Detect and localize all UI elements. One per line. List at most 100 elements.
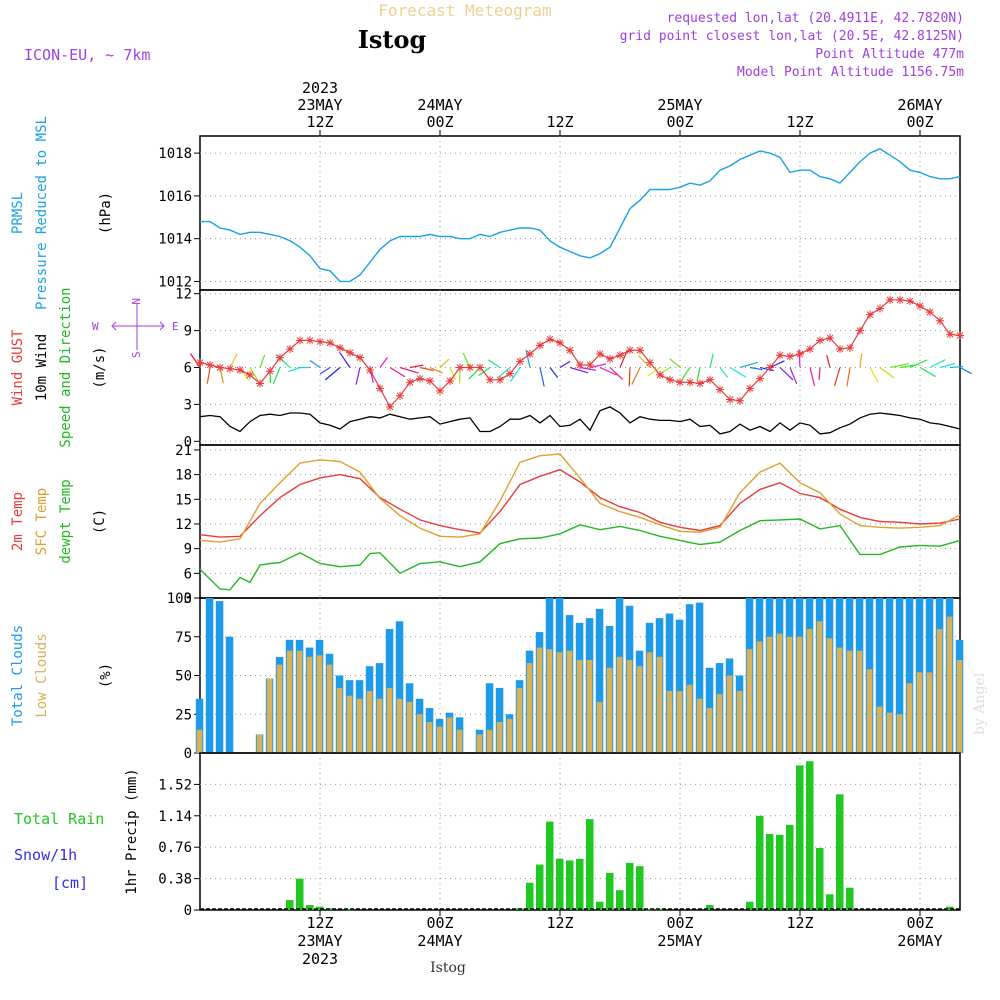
gust-marker <box>206 361 214 370</box>
low-cloud-bar <box>586 660 593 753</box>
y-tick-label: 100 <box>167 591 192 607</box>
total-cloud-bar <box>875 598 884 753</box>
pressure-line <box>200 148 961 283</box>
wind-direction-arrow <box>449 367 457 381</box>
gust-marker <box>316 337 324 346</box>
low-cloud-bar <box>706 708 713 753</box>
wind-direction-arrow <box>869 367 879 383</box>
gust-marker <box>426 377 434 386</box>
gust-marker <box>536 341 544 350</box>
wind-speed-line <box>199 406 961 435</box>
model-label: ICON-EU, ~ 7km <box>24 46 150 64</box>
low-cloud-bar <box>756 641 763 753</box>
gust-marker <box>456 363 464 372</box>
total-cloud-bar <box>215 601 224 753</box>
low-cloud-bar <box>516 687 523 753</box>
gust-marker <box>876 304 884 313</box>
top-time-label: 24MAY <box>417 96 462 114</box>
gust-marker <box>626 346 634 355</box>
y-tick-label: 6 <box>184 361 192 377</box>
low-cloud-bar <box>806 629 813 753</box>
wind-direction-arrow <box>879 367 895 379</box>
compass-w: W <box>92 320 99 333</box>
low-cloud-bar <box>406 701 413 753</box>
gust-marker <box>606 354 614 363</box>
wind-direction-arrow <box>909 359 928 369</box>
bottom-time-label: 12Z <box>546 914 573 932</box>
wind-direction-arrow <box>739 361 759 369</box>
y-tick-label: 1012 <box>158 274 192 290</box>
gust-marker <box>956 331 964 340</box>
y-tick-label: 21 <box>175 443 192 459</box>
rain-bar <box>346 909 354 911</box>
gust-marker <box>486 375 494 384</box>
panel-pressure: 1012 1014 1016 1018 PRMSL Pressure Reduced to… <box>10 116 961 310</box>
bottom-time-label: 00Z <box>906 914 933 932</box>
gust-marker <box>646 358 654 367</box>
low-cloud-bar <box>736 691 743 753</box>
y-tick-label: 0 <box>184 903 192 919</box>
wind-direction-arrow <box>846 367 851 387</box>
y-tick-label: 0.38 <box>158 872 192 888</box>
panel-label: PRMSL <box>10 192 26 234</box>
wind-direction-arrow <box>859 353 863 368</box>
bottom-time-label: 23MAY <box>297 932 342 950</box>
low-cloud-bar <box>456 729 463 753</box>
wind-direction-arrow <box>949 365 964 369</box>
gust-marker <box>376 384 384 393</box>
wind-direction-arrow <box>798 349 801 368</box>
wind-direction-arrow <box>559 360 571 369</box>
wind-direction-arrow <box>509 367 521 382</box>
wind-direction-arrow <box>628 367 631 387</box>
wind-direction-arrow <box>779 367 794 381</box>
y-tick-label: 1.52 <box>158 777 192 793</box>
low-cloud-bar <box>386 687 393 753</box>
wind-direction-arrow <box>749 366 763 371</box>
gust-marker <box>506 369 514 378</box>
low-cloud-bar <box>696 698 703 753</box>
gust-marker <box>236 365 244 374</box>
y-tick-label: 15 <box>175 492 192 508</box>
gust-marker <box>616 351 624 360</box>
gust-marker <box>946 330 954 339</box>
gust-marker <box>766 363 774 372</box>
rain-bar <box>306 905 314 910</box>
gust-marker <box>566 346 574 355</box>
grid-point-coords: grid point closest lon,lat (20.5E, 42.81… <box>620 29 964 44</box>
wind-direction-arrow <box>589 363 607 369</box>
panel-label: 2m Temp <box>10 492 26 551</box>
total-cloud-bar <box>665 613 674 753</box>
low-cloud-bar <box>296 650 303 753</box>
unit-label: 1hr Precip (mm) <box>124 768 140 894</box>
wind-direction-arrow <box>769 360 785 369</box>
wind-direction-arrow <box>637 355 651 368</box>
unit-label: (%) <box>98 663 114 688</box>
low-cloud-bar <box>846 650 853 753</box>
watermark: by Angel <box>972 672 988 735</box>
wind-direction-arrow <box>324 367 341 381</box>
low-cloud-bar <box>526 663 533 753</box>
low-cloud-bar <box>766 636 773 753</box>
gust-marker <box>266 367 274 376</box>
low-cloud-bar <box>576 660 583 753</box>
total-cloud-bar <box>595 608 604 753</box>
gust-marker <box>346 348 354 357</box>
gust-marker <box>296 336 304 345</box>
wind-direction-arrow <box>525 349 531 368</box>
low-cloud-bar <box>666 691 673 753</box>
snow-unit-label: [cm] <box>52 874 88 892</box>
gust-marker <box>686 378 694 387</box>
gust-marker <box>436 386 444 395</box>
wind-direction-arrow <box>759 366 774 372</box>
panel-label: Low Clouds <box>34 633 50 717</box>
total-cloud-bar <box>885 598 894 753</box>
panel-label: Speed and Direction <box>58 287 74 447</box>
bottom-time-label: 12Z <box>786 914 813 932</box>
wind-direction-arrow <box>599 366 617 376</box>
total-cloud-bar <box>485 683 494 753</box>
gust-marker <box>366 365 374 374</box>
low-cloud-bar <box>376 698 383 753</box>
low-cloud-bar <box>836 647 843 753</box>
low-cloud-bar <box>266 678 273 753</box>
gust-marker <box>576 361 584 370</box>
